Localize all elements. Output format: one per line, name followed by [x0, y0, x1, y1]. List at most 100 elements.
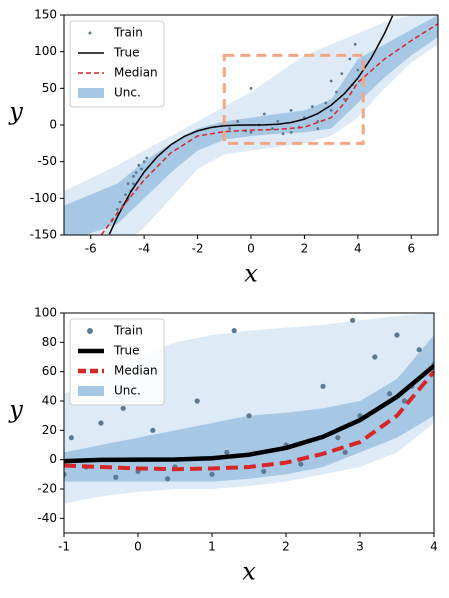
train-point	[335, 90, 338, 94]
train-point	[209, 471, 215, 477]
legend-marker	[78, 88, 104, 98]
y-tick-label: 80	[42, 335, 57, 349]
train-point	[249, 86, 253, 90]
y-tick-label: 50	[42, 81, 57, 95]
axes-frame	[63, 312, 435, 534]
legend-label: True	[113, 46, 140, 60]
train-point	[343, 97, 346, 101]
train-point	[320, 383, 326, 389]
train-point	[350, 317, 356, 323]
train-point	[387, 391, 393, 397]
train-point	[118, 200, 122, 204]
legend-label: Median	[114, 364, 158, 378]
train-point	[353, 42, 357, 46]
series-line	[100, 23, 438, 235]
train-point	[126, 182, 130, 186]
legend-box	[69, 318, 165, 406]
x-axis-label: x	[244, 260, 258, 288]
train-point	[394, 332, 400, 338]
x-tick-label: 0	[247, 242, 255, 256]
legend-marker	[87, 328, 93, 334]
train-point	[224, 449, 230, 455]
train-point	[289, 108, 293, 112]
y-axis-label: y	[8, 98, 23, 126]
train-point	[98, 420, 104, 426]
train-point	[150, 427, 156, 433]
y-tick-label: 60	[42, 364, 57, 378]
y-tick-label: 40	[42, 394, 57, 408]
x-tick-label: 4	[354, 242, 362, 256]
train-point	[142, 160, 146, 164]
train-point	[281, 132, 285, 136]
train-point	[416, 347, 422, 353]
train-point	[261, 468, 267, 474]
y-tick-label: -50	[37, 154, 57, 168]
train-point	[165, 476, 171, 482]
x-tick-label: 4	[430, 540, 438, 554]
legend-label: Unc.	[114, 86, 141, 100]
train-point	[311, 105, 314, 109]
x-tick-label: -4	[138, 242, 150, 256]
legend-label: Unc.	[114, 384, 141, 398]
x-tick-label: 6	[407, 242, 415, 256]
x-tick-label: -1	[58, 540, 70, 554]
train-point	[134, 171, 138, 175]
train-point	[348, 57, 352, 61]
train-point	[329, 108, 333, 112]
x-tick-label: 3	[356, 540, 364, 554]
legend-marker	[88, 31, 92, 35]
train-point	[298, 461, 304, 467]
train-point	[356, 68, 360, 72]
y-tick-label: 20	[42, 423, 57, 437]
x-tick-label: 0	[134, 540, 142, 554]
train-point	[324, 101, 328, 105]
train-point	[231, 328, 237, 334]
train-point	[124, 193, 127, 197]
y-tick-label: 0	[49, 118, 57, 132]
train-point	[116, 207, 119, 211]
y-tick-label: -40	[37, 511, 57, 525]
train-point	[113, 474, 119, 480]
plot-area	[64, 15, 438, 235]
train-point	[68, 435, 74, 441]
zoom-box	[222, 53, 365, 145]
train-point	[335, 435, 341, 441]
y-tick-label: 0	[49, 452, 57, 466]
uncertainty-band	[64, 335, 434, 482]
legend-box	[69, 20, 165, 108]
y-axis-label: y	[8, 396, 23, 424]
y-tick-label: -100	[30, 191, 57, 205]
train-point	[270, 127, 274, 131]
x-tick-label: 2	[301, 242, 309, 256]
train-point	[276, 119, 280, 123]
train-point	[145, 156, 149, 160]
train-point	[137, 163, 141, 167]
x-tick-label: 2	[282, 540, 290, 554]
clipped	[64, 15, 438, 235]
train-point	[289, 130, 293, 134]
series-line	[108, 15, 394, 235]
series-line	[64, 364, 434, 464]
legend-label: Median	[114, 66, 158, 80]
y-tick-label: -20	[37, 482, 57, 496]
legend-label: True	[113, 344, 140, 358]
train-point	[246, 413, 252, 419]
train-point	[340, 72, 344, 76]
train-point	[64, 471, 67, 477]
train-point	[228, 127, 232, 131]
legend-label: Train	[113, 324, 143, 338]
series-line	[64, 370, 434, 472]
legend-label: Train	[113, 26, 143, 40]
x-axis-label: x	[242, 558, 256, 586]
y-tick-label: 100	[34, 306, 57, 320]
x-tick-label: 1	[208, 540, 216, 554]
train-point	[262, 112, 266, 116]
x-tick-label: -6	[85, 242, 97, 256]
train-point	[329, 79, 333, 83]
train-point	[120, 405, 126, 411]
y-tick-label: 100	[34, 44, 57, 58]
train-point	[372, 354, 378, 360]
legend-marker	[78, 386, 104, 396]
train-point	[140, 167, 143, 171]
